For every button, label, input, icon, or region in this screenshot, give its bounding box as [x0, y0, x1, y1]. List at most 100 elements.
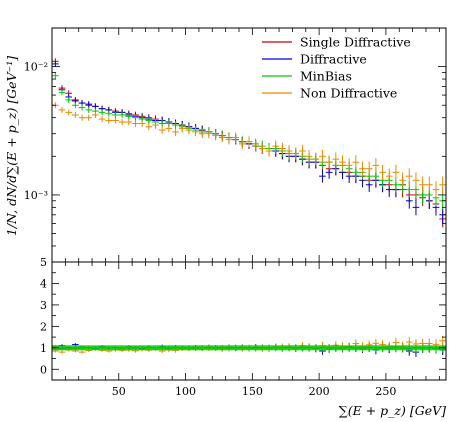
non-diffractive-point: [85, 114, 93, 121]
legend-label-diffractive: Diffractive: [300, 52, 367, 67]
non-diffractive-point: [419, 176, 426, 193]
non-diffractive-point: [218, 132, 226, 143]
ratio-tick-label: 4: [40, 277, 47, 290]
non-diffractive-point: [245, 136, 253, 147]
x-tick-label: 100: [175, 385, 196, 398]
y-tick-label: 10⁻³: [24, 189, 48, 202]
axis-ticks: 50 100 150 200 250 10⁻² 10⁻³ 0 1 2 3 4 5: [24, 28, 446, 398]
ratio-tick-label: 3: [40, 299, 47, 312]
minbias-point: [112, 111, 119, 118]
diffractive-point: [412, 199, 420, 216]
non-diffractive-point: [325, 155, 333, 169]
non-diffractive-point: [312, 152, 320, 166]
minbias-point: [172, 121, 179, 130]
non-diffractive-point: [238, 138, 246, 149]
non-diffractive-point: [259, 143, 266, 154]
non-diffractive-point: [399, 172, 406, 189]
y-tick-label: 10⁻²: [24, 61, 48, 74]
non-diffractive-point: [299, 144, 306, 158]
minbias-point: [158, 119, 166, 128]
non-diffractive-point: [72, 111, 79, 118]
minbias-point: [52, 72, 59, 79]
non-diffractive-point: [225, 134, 233, 145]
non-diffractive-point: [232, 132, 239, 143]
non-diffractive-point: [138, 120, 146, 127]
non-diffractive-point: [285, 145, 293, 157]
non-diffractive-point: [352, 155, 360, 170]
y-axis-label: 1/N, dN/d∑(E + p_z) [GeV⁻¹]: [4, 56, 19, 236]
non-diffractive-point: [359, 161, 366, 176]
non-diffractive-point: [58, 106, 66, 113]
ratio-tick-label: 1: [40, 342, 47, 355]
minbias-point: [145, 116, 153, 125]
non-diffractive-point: [92, 111, 99, 118]
non-diffractive-point: [178, 124, 186, 133]
non-diffractive-point: [185, 125, 193, 135]
non-diffractive-point: [105, 117, 113, 124]
non-diffractive-point: [392, 164, 400, 180]
minbias-point: [98, 109, 106, 116]
non-diffractive-point: [425, 176, 433, 193]
minbias-point: [125, 113, 133, 120]
non-diffractive-point: [365, 161, 373, 176]
minbias-point: [72, 102, 79, 109]
non-diffractive-ratio-point: [405, 337, 413, 347]
non-diffractive-point: [145, 123, 153, 131]
non-diffractive-point: [252, 140, 260, 152]
non-diffractive-point: [78, 114, 86, 121]
non-diffractive-point: [332, 152, 340, 166]
non-diffractive-point: [112, 117, 119, 124]
non-diffractive-point: [158, 126, 166, 134]
minbias-point: [78, 104, 86, 111]
ratio-plot-frame: [51, 261, 447, 381]
minbias-point: [58, 89, 66, 96]
non-diffractive-ratio-point: [58, 350, 66, 354]
minbias-point: [65, 96, 73, 103]
non-diffractive-point: [372, 158, 380, 173]
non-diffractive-ratio-point: [78, 350, 86, 354]
non-diffractive-point: [205, 129, 213, 139]
non-diffractive-point: [212, 130, 219, 141]
non-diffractive-point: [412, 172, 420, 189]
legend-label-minbias: MinBias: [300, 69, 352, 84]
non-diffractive-point: [279, 142, 286, 155]
non-diffractive-point: [125, 118, 133, 126]
data-points: [52, 58, 446, 228]
diffractive-point: [85, 101, 93, 108]
non-diffractive-point: [272, 140, 280, 152]
minbias-point: [105, 110, 113, 117]
legend-label-single-diffractive: Single Diffractive: [300, 35, 411, 50]
non-diffractive-point: [98, 116, 106, 123]
ratio-tick-label: 5: [40, 256, 47, 269]
non-diffractive-point: [265, 145, 273, 157]
non-diffractive-point: [132, 120, 139, 127]
non-diffractive-point: [385, 168, 393, 184]
non-diffractive-point: [405, 168, 413, 184]
non-diffractive-point: [292, 147, 300, 160]
ratio-points: [52, 335, 446, 357]
minbias-ratio-band: [52, 345, 446, 351]
legend-label-non-diffractive: Non Diffractive: [300, 86, 397, 101]
minbias-point: [405, 181, 413, 198]
diffractive-point: [52, 60, 59, 67]
x-tick-label: 250: [375, 385, 396, 398]
x-tick-label: 150: [242, 385, 263, 398]
non-diffractive-point: [439, 176, 446, 194]
non-diffractive-point: [339, 155, 346, 169]
x-axis-label: ∑(E + p_z) [GeV]: [339, 403, 446, 418]
non-diffractive-point: [379, 164, 386, 180]
legend: Single Diffractive Diffractive MinBias Non …: [262, 35, 411, 101]
non-diffractive-point: [192, 127, 199, 137]
non-diffractive-point: [432, 181, 440, 198]
non-diffractive-point: [165, 124, 173, 133]
ratio-tick-label: 0: [40, 363, 47, 376]
non-diffractive-point: [198, 129, 206, 139]
non-diffractive-point: [305, 150, 313, 163]
non-diffractive-point: [319, 149, 326, 163]
x-tick-label: 200: [309, 385, 330, 398]
minbias-point: [85, 106, 93, 113]
ratio-tick-label: 2: [40, 320, 47, 333]
x-tick-label: 50: [112, 385, 126, 398]
non-diffractive-point: [172, 127, 179, 136]
